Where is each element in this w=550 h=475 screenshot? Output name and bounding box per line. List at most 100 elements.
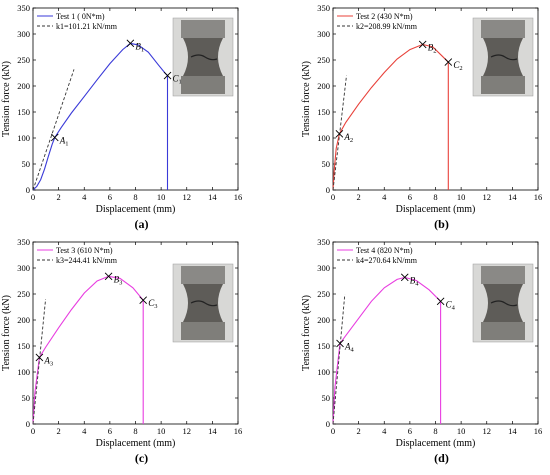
point-marker: [444, 58, 453, 66]
x-tick-label: 6: [408, 192, 412, 202]
point-marker: [418, 40, 427, 49]
legend-label: k4=270.64 kN/mm: [356, 256, 418, 265]
y-tick-label: 200: [317, 315, 330, 325]
y-axis-label: Tension force (kN): [1, 295, 12, 371]
load-curve: [32, 42, 169, 191]
legend-label: k2=208.99 kN/mm: [356, 22, 418, 31]
x-tick-label: 4: [382, 192, 387, 202]
x-axis-label: Displacement (mm): [96, 438, 176, 449]
y-tick-label: 100: [317, 367, 330, 377]
legend-label: k3=244.41 kN/mm: [56, 256, 118, 265]
point-marker: [50, 133, 59, 142]
y-tick-label: 150: [17, 107, 30, 117]
point-marker: [35, 353, 44, 362]
point-label: A2: [343, 132, 353, 144]
specimen-photo: [472, 17, 534, 97]
panel-label: (d): [434, 451, 449, 465]
point-label: B3: [114, 274, 123, 286]
legend-label: Test 4 (820 N*m): [356, 246, 413, 255]
y-tick-label: 50: [22, 393, 31, 403]
stiffness-line: [32, 299, 47, 425]
x-tick-label: 14: [508, 426, 517, 436]
y-tick-label: 250: [317, 55, 330, 65]
legend-label: k1=101.21 kN/mm: [56, 22, 118, 31]
x-axis-label: Displacement (mm): [96, 204, 176, 215]
chart-panel: 0 2 4 6 8 10 12 14 16 0 50 100 150 200 250 300 350 Displa…: [1, 3, 242, 231]
point-label: C4: [446, 299, 456, 311]
point-marker: [104, 272, 113, 281]
x-tick-label: 4: [382, 426, 387, 436]
y-axis-label: Tension force (kN): [301, 295, 312, 371]
x-tick-label: 2: [357, 192, 361, 202]
x-tick-label: 14: [508, 192, 517, 202]
stiffness-line: [32, 69, 75, 191]
x-tick-label: 16: [234, 426, 243, 436]
x-tick-label: 10: [457, 192, 466, 202]
y-tick-label: 0: [326, 185, 330, 195]
x-tick-label: 12: [183, 426, 192, 436]
y-tick-label: 50: [322, 393, 331, 403]
x-tick-label: 10: [157, 192, 166, 202]
y-tick-label: 0: [26, 419, 30, 429]
y-tick-label: 150: [317, 341, 330, 351]
chart-panel: 0 2 4 6 8 10 12 14 16 0 50 100 150 200 250 300 350 Displa…: [301, 3, 542, 231]
y-axis-label: Tension force (kN): [1, 61, 12, 137]
stiffness-line: [332, 294, 346, 425]
point-marker: [126, 39, 135, 48]
x-tick-label: 8: [133, 426, 137, 436]
specimen-photo: [172, 263, 234, 343]
legend-label: Test 2 (430 N*m): [356, 12, 413, 21]
y-axis-label: Tension force (kN): [301, 61, 312, 137]
x-tick-label: 12: [183, 192, 192, 202]
x-tick-label: 0: [31, 426, 35, 436]
x-tick-label: 8: [433, 192, 437, 202]
y-tick-label: 250: [17, 55, 30, 65]
y-tick-label: 200: [17, 81, 30, 91]
y-tick-label: 300: [17, 29, 30, 39]
point-label: C3: [148, 298, 157, 310]
x-tick-label: 12: [483, 192, 492, 202]
x-axis-label: Displacement (mm): [396, 438, 476, 449]
point-label: A1: [59, 135, 69, 147]
x-tick-label: 4: [82, 426, 87, 436]
x-tick-label: 6: [408, 426, 412, 436]
legend-label: Test 1 ( 0N*m): [56, 12, 105, 21]
x-tick-label: 2: [57, 192, 61, 202]
y-tick-label: 50: [322, 159, 331, 169]
x-tick-label: 10: [457, 426, 466, 436]
y-tick-label: 350: [317, 237, 330, 247]
point-label: B2: [428, 42, 437, 54]
x-tick-label: 2: [357, 426, 361, 436]
y-tick-label: 100: [17, 367, 30, 377]
y-tick-label: 200: [17, 315, 30, 325]
y-tick-label: 50: [22, 159, 31, 169]
x-tick-label: 6: [108, 426, 112, 436]
x-tick-label: 8: [133, 192, 137, 202]
point-marker: [400, 273, 409, 282]
x-axis-label: Displacement (mm): [396, 204, 476, 215]
point-marker: [163, 71, 172, 80]
x-tick-label: 2: [57, 426, 61, 436]
panel-label: (b): [434, 217, 449, 231]
x-tick-label: 16: [534, 426, 543, 436]
y-tick-label: 300: [317, 29, 330, 39]
x-tick-label: 6: [108, 192, 112, 202]
x-tick-label: 14: [208, 426, 217, 436]
point-label: A3: [43, 355, 53, 367]
y-tick-label: 150: [17, 341, 30, 351]
y-tick-label: 100: [317, 133, 330, 143]
y-tick-label: 100: [17, 133, 30, 143]
panel-label: (c): [135, 451, 148, 465]
specimen-photo: [172, 17, 234, 97]
point-label: B4: [410, 275, 420, 287]
specimen-photo: [472, 263, 534, 343]
y-tick-label: 350: [317, 3, 330, 13]
x-tick-label: 10: [157, 426, 166, 436]
y-tick-label: 250: [317, 289, 330, 299]
y-tick-label: 150: [317, 107, 330, 117]
point-label: A4: [344, 341, 355, 353]
x-tick-label: 14: [208, 192, 217, 202]
point-marker: [335, 130, 344, 138]
load-curve: [332, 43, 449, 191]
point-label: C1: [173, 74, 182, 86]
